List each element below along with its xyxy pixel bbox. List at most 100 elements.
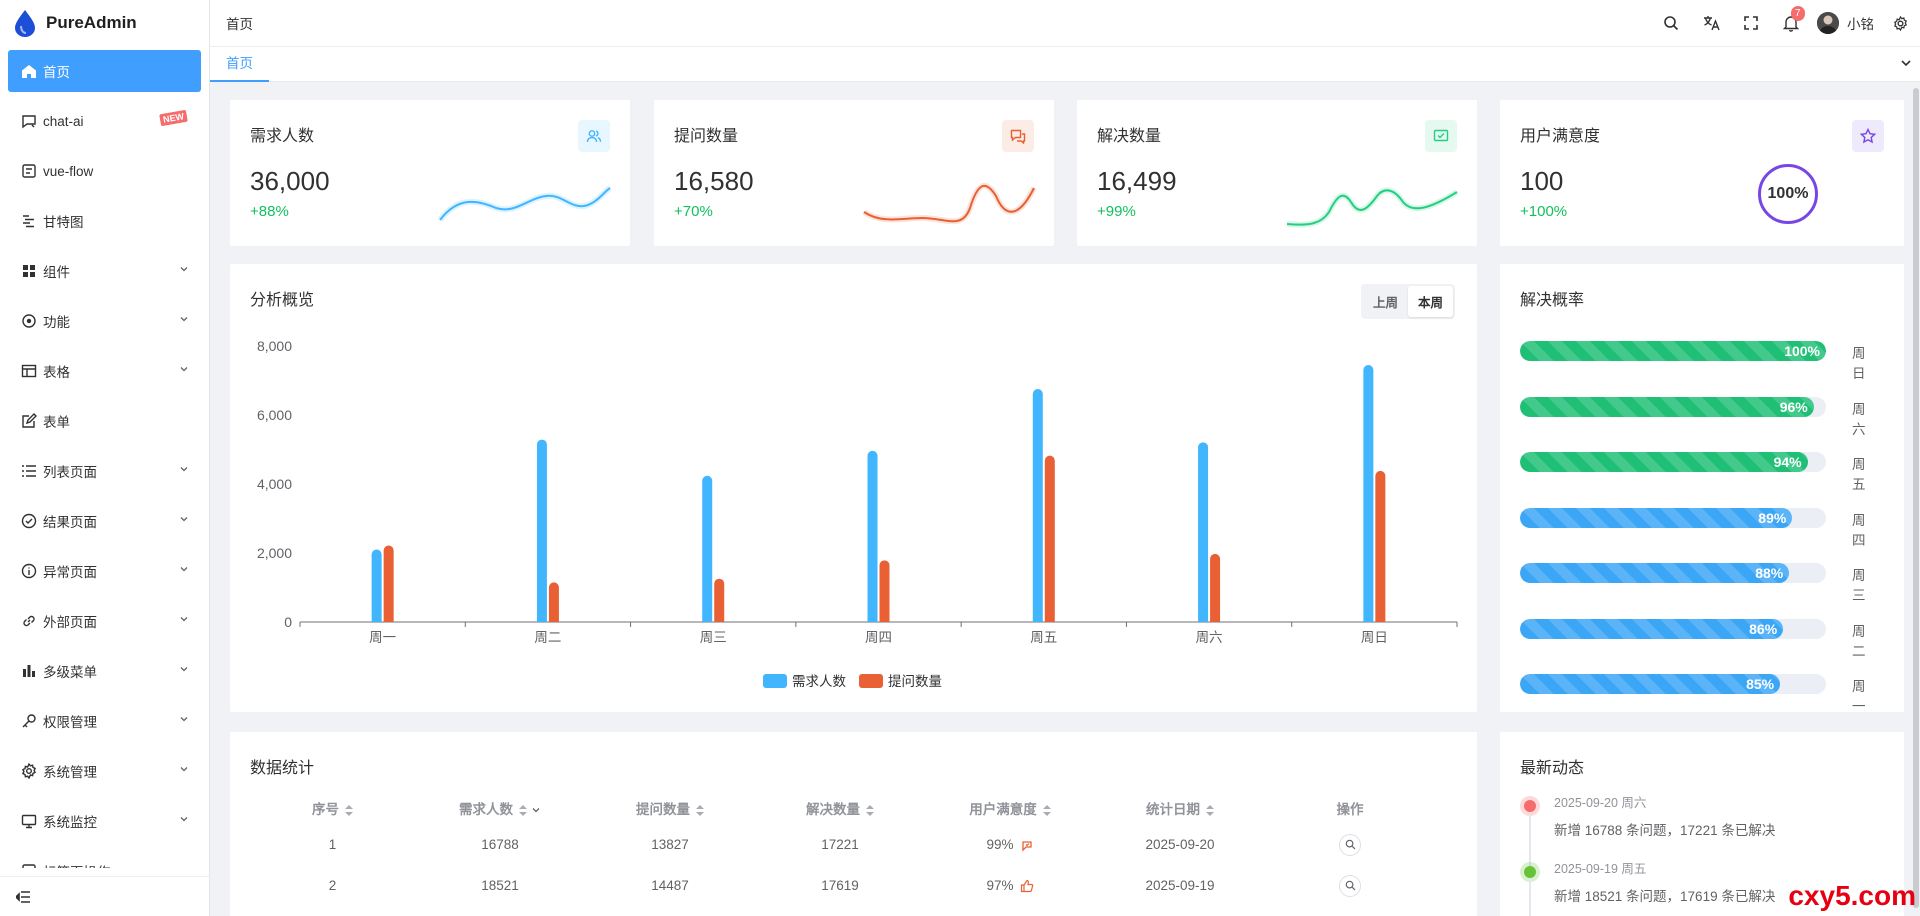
sort-icon[interactable] [513,802,527,817]
last-week-tab[interactable]: 上周 [1372,296,1398,310]
list-icon [21,463,37,479]
sidebar-item-10[interactable]: 异常页面 [8,550,201,592]
column-header[interactable]: 用户满意度 [925,792,1095,824]
view-detail-button[interactable] [1339,874,1361,897]
search-icon [1345,880,1355,891]
column-label: 用户满意度 [969,802,1037,817]
sidebar-item-label: 外部页面 [43,615,97,630]
sidebar-item-5[interactable]: 功能 [8,300,201,342]
bar-提问数量-周日[interactable] [1375,470,1386,622]
search-icon [1345,839,1355,850]
bar-提问数量-周二[interactable] [548,582,559,622]
table-cell-solved: 17221 [755,824,925,865]
x-tick-label: 周日 [1361,630,1388,645]
overview-title: 分析概览 [250,292,315,309]
sort-icon[interactable] [339,802,353,817]
column-label: 统计日期 [1146,802,1200,817]
bar-需求人数-周一[interactable] [371,549,382,622]
bar-提问数量-周一[interactable] [383,545,394,622]
bar-需求人数-周六[interactable] [1198,442,1209,622]
timeline-line [1529,814,1531,874]
tag-icon [21,863,37,868]
view-detail-button[interactable] [1339,833,1361,856]
sidebar-item-15[interactable]: 系统监控 [8,800,201,842]
tag-home[interactable]: 首页 [210,47,269,82]
legend-swatch[interactable] [763,674,787,688]
sidebar-item-6[interactable]: 表格 [8,350,201,392]
link-icon [21,613,37,629]
sidebar-item-16[interactable]: 标签页操作 [8,850,201,868]
sparkline [862,182,1037,225]
notification-button[interactable]: 7 [1771,0,1811,46]
breadcrumb[interactable]: 首页 [226,17,253,32]
progress-track: 85% [1520,674,1826,694]
settings-button[interactable] [1880,0,1920,46]
bar-提问数量-周四[interactable] [879,560,890,622]
translate-button[interactable] [1691,0,1731,46]
sidebar-item-3[interactable]: 甘特图 [8,200,201,242]
sidebar-item-4[interactable]: 组件 [8,250,201,292]
sidebar-item-14[interactable]: 系统管理 [8,750,201,792]
user-menu[interactable]: 小铭 [1817,12,1874,34]
progress-track: 100% [1520,341,1826,361]
search-button[interactable] [1651,0,1691,46]
table-row[interactable]: 2 18521 14487 17619 97% 2025-09-19 [250,865,1435,906]
progress-row: 88% 周三 [1520,562,1866,603]
legend-label[interactable]: 需求人数 [792,674,846,689]
column-header[interactable]: 序号 [250,792,415,824]
satisfaction-gauge: 100% [1758,164,1818,224]
app-title: PureAdmin [46,13,137,32]
sidebar-item-2[interactable]: vue-flow [8,150,201,192]
progress-track: 96% [1520,396,1826,417]
page-scrollbar[interactable] [1913,82,1920,916]
bar-提问数量-周三[interactable] [714,578,725,622]
progress-percent: 85% [1746,676,1775,692]
table-cell-index: 1 [250,824,415,865]
week-toggle: 上周 本周 [1360,284,1455,319]
bar-需求人数-周四[interactable] [867,450,878,622]
sidebar-item-7[interactable]: 表单 [8,400,201,442]
sidebar-item-0[interactable]: 首页 [8,50,201,92]
sort-icon[interactable] [1037,802,1051,817]
progress-day: 周六 [1852,401,1866,437]
table-row[interactable]: 1 16788 13827 17221 99% 2025-09-20 [250,824,1435,865]
sidebar-item-9[interactable]: 结果页面 [8,500,201,542]
sidebar-item-label: 系统监控 [43,815,97,830]
bar-需求人数-周日[interactable] [1363,364,1374,622]
sidebar-item-1[interactable]: chat-ai NEW [8,100,201,142]
column-label: 需求人数 [459,802,513,817]
bar-提问数量-周六[interactable] [1210,553,1221,622]
sidebar-item-11[interactable]: 外部页面 [8,600,201,642]
logo[interactable]: PureAdmin [0,0,209,46]
tags-more-button[interactable] [1900,57,1912,69]
column-header[interactable]: 解决数量 [755,792,925,824]
legend-swatch[interactable] [859,674,883,688]
cell-value: 13827 [651,837,689,852]
sort-icon[interactable] [1200,802,1214,817]
legend-label[interactable]: 提问数量 [888,674,942,689]
cell-value: 99% [986,836,1014,852]
progress-fill: 85% [1520,674,1781,694]
timeline-time: 2025-09-20 周六 [1554,796,1647,810]
fullscreen-button[interactable] [1731,0,1771,46]
collapse-sidebar-button[interactable] [0,876,209,916]
column-header[interactable]: 统计日期 [1095,792,1265,824]
column-header[interactable]: 提问数量 [585,792,755,824]
chevron-down-icon [179,364,189,374]
sidebar-item-8[interactable]: 列表页面 [8,450,201,492]
scrollbar-thumb[interactable] [1913,88,1919,908]
bar-需求人数-周二[interactable] [536,439,547,622]
bar-需求人数-周五[interactable] [1032,389,1043,622]
progress-fill: 89% [1520,507,1793,528]
sidebar-item-13[interactable]: 权限管理 [8,700,201,742]
sort-icon[interactable] [860,802,874,817]
data-table: 序号 需求人数 提问数量 解决数量 用户满意度 统计日期 操作 1 16788 13827 172… [250,792,1435,906]
sidebar-item-label: 异常页面 [43,565,97,580]
sort-icon[interactable] [690,802,704,817]
bar-提问数量-周五[interactable] [1044,455,1055,622]
sidebar-item-12[interactable]: 多级菜单 [8,650,201,692]
bar-需求人数-周三[interactable] [702,475,713,622]
this-week-tab[interactable]: 本周 [1407,286,1453,317]
filter-icon[interactable] [531,805,541,815]
column-header[interactable]: 需求人数 [415,792,585,824]
